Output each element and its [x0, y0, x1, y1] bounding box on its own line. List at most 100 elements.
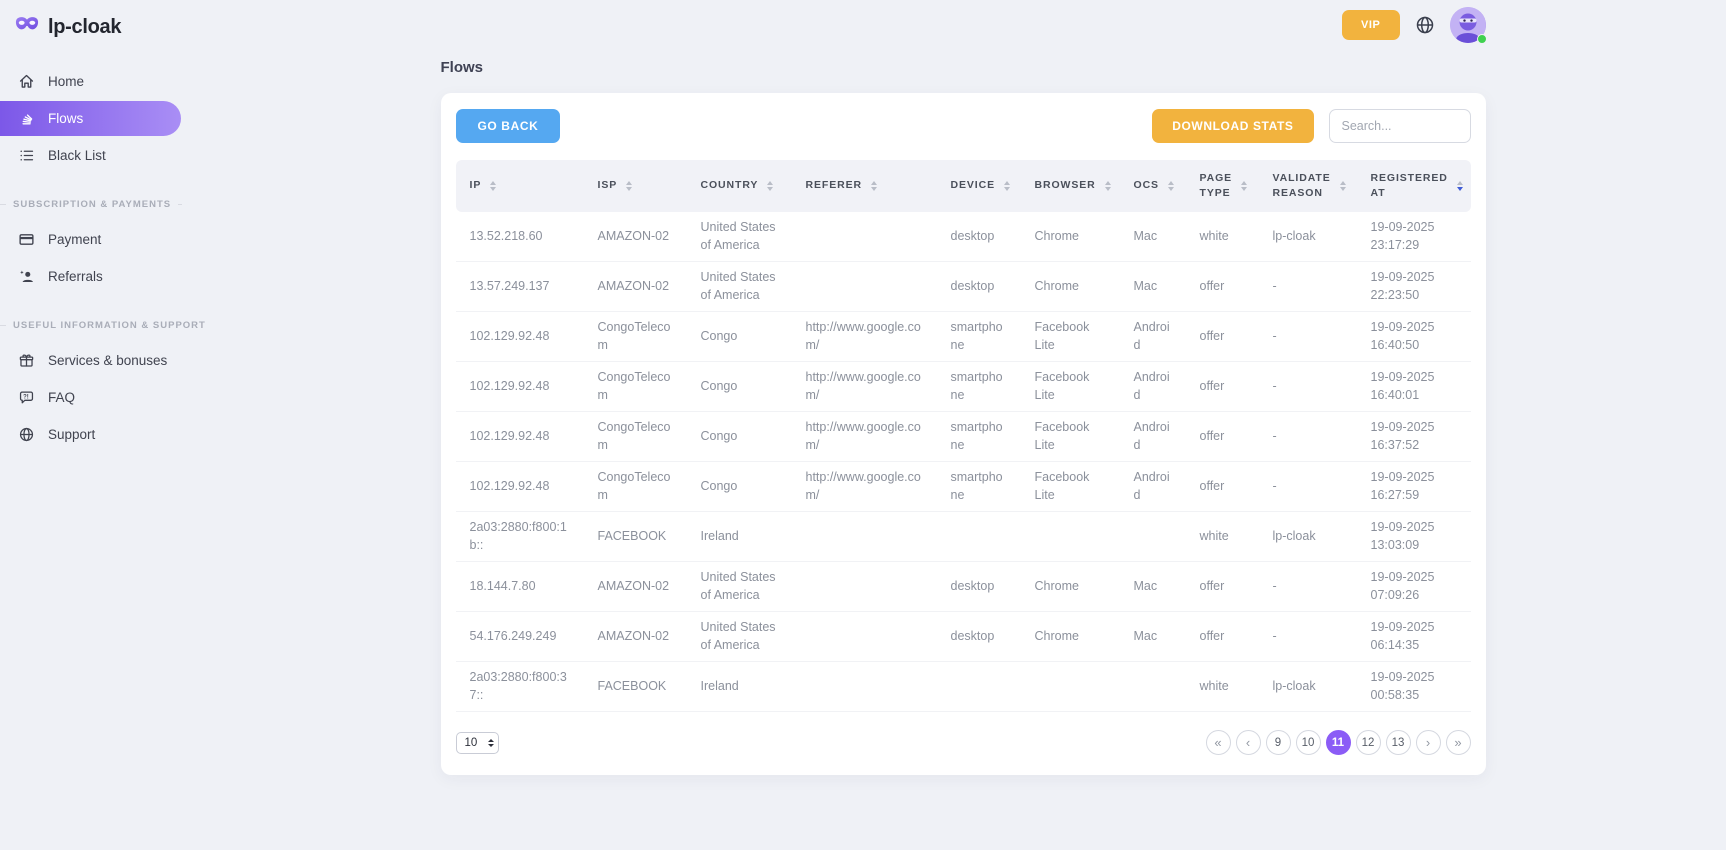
cell-device: smartphone — [936, 412, 1021, 462]
cell-ip: 102.129.92.48 — [455, 462, 584, 512]
sort-icon[interactable] — [1104, 181, 1111, 191]
cell-ocs: Android — [1119, 412, 1186, 462]
column-header-registered-at[interactable]: REGISTERED AT — [1356, 160, 1471, 212]
cell-isp: AMAZON-02 — [583, 562, 687, 612]
column-header-browser[interactable]: BROWSER — [1020, 160, 1120, 212]
cell-validate-reason: lp-cloak — [1258, 512, 1357, 562]
pagination-first-button[interactable]: « — [1205, 730, 1231, 755]
cell-ip: 102.129.92.48 — [455, 412, 584, 462]
language-globe-button[interactable] — [1415, 15, 1435, 35]
cell-country: United States of America — [686, 562, 792, 612]
column-header-device[interactable]: DEVICE — [936, 160, 1021, 212]
cell-device: smartphone — [936, 462, 1021, 512]
sidebar-item-label: Flows — [48, 111, 84, 126]
table-row: 13.52.218.60 AMAZON-02 United States of Am… — [455, 212, 1471, 262]
sidebar-item-referrals[interactable]: Referrals — [0, 259, 200, 294]
column-header-page-type[interactable]: PAGE TYPE — [1185, 160, 1259, 212]
cell-ip: 18.144.7.80 — [455, 562, 584, 612]
sidebar-item-support[interactable]: Support — [0, 417, 200, 452]
sidebar-item-label: Home — [48, 74, 85, 89]
cell-referer: http://www.google.com/ — [791, 362, 937, 412]
pagination-next-button[interactable]: › — [1415, 730, 1441, 755]
column-header-country[interactable]: COUNTRY — [686, 160, 792, 212]
pagination-page-11-active[interactable]: 11 — [1325, 730, 1351, 755]
cell-ocs — [1119, 512, 1186, 562]
cell-isp: AMAZON-02 — [583, 262, 687, 312]
sidebar-item-home[interactable]: Home — [0, 64, 200, 99]
cell-validate-reason: - — [1258, 562, 1357, 612]
search-input[interactable] — [1328, 109, 1471, 143]
sidebar-item-services-bonuses[interactable]: Services & bonuses — [0, 343, 200, 378]
sidebar-nav: Home Flows Black List SUBSCR — [0, 64, 205, 452]
column-header-isp[interactable]: ISP — [583, 160, 687, 212]
sort-icon[interactable] — [626, 181, 633, 191]
mask-icon — [14, 14, 40, 40]
cell-ocs: Mac — [1119, 612, 1186, 662]
cell-country: United States of America — [686, 612, 792, 662]
cell-device: desktop — [936, 262, 1021, 312]
sidebar-item-label: Black List — [48, 148, 106, 163]
column-header-referer[interactable]: REFERER — [791, 160, 937, 212]
flows-card: GO BACK DOWNLOAD STATS IP ISP COUNTRY — [440, 93, 1486, 775]
cell-referer: http://www.google.com/ — [791, 312, 937, 362]
cell-ocs — [1119, 662, 1186, 712]
sort-icon[interactable] — [490, 181, 497, 191]
sidebar-item-flows[interactable]: Flows — [0, 101, 181, 136]
pagination-page-10[interactable]: 10 — [1295, 730, 1321, 755]
pagination-page-12[interactable]: 12 — [1355, 730, 1381, 755]
cell-isp: CongoTelecom — [583, 312, 687, 362]
vip-button[interactable]: VIP — [1341, 10, 1400, 40]
sort-icon[interactable] — [1167, 181, 1174, 191]
per-page-select-wrapper: 10 — [455, 731, 499, 754]
sidebar-item-payment[interactable]: Payment — [0, 222, 200, 257]
cell-device: desktop — [936, 212, 1021, 262]
cell-device — [936, 662, 1021, 712]
sidebar-item-label: Services & bonuses — [48, 353, 168, 368]
credit-card-icon — [18, 231, 35, 248]
brand-logo[interactable]: lp-cloak — [0, 10, 200, 62]
sidebar-item-faq[interactable]: ?! FAQ — [0, 380, 200, 415]
per-page-select[interactable]: 10 — [455, 731, 499, 754]
pagination-page-9[interactable]: 9 — [1265, 730, 1291, 755]
pagination-page-13[interactable]: 13 — [1385, 730, 1411, 755]
cell-ip: 54.176.249.249 — [455, 612, 584, 662]
globe-icon — [18, 426, 35, 443]
sort-icon[interactable] — [1339, 181, 1346, 191]
column-header-ocs[interactable]: OCS — [1119, 160, 1186, 212]
go-back-button[interactable]: GO BACK — [455, 109, 561, 143]
cell-registered-at: 19-09-2025 07:09:26 — [1356, 562, 1471, 612]
cell-registered-at: 19-09-2025 00:58:35 — [1356, 662, 1471, 712]
pagination: « ‹ 9 10 11 12 13 › » — [1205, 730, 1471, 755]
cell-device: smartphone — [936, 312, 1021, 362]
cell-page-type: offer — [1185, 612, 1259, 662]
sort-icon[interactable] — [1241, 181, 1248, 191]
cell-registered-at: 19-09-2025 22:23:50 — [1356, 262, 1471, 312]
cell-referer: http://www.google.com/ — [791, 412, 937, 462]
user-avatar[interactable] — [1449, 7, 1487, 44]
cell-ocs: Mac — [1119, 262, 1186, 312]
cell-isp: CongoTelecom — [583, 412, 687, 462]
sort-icon-active-desc[interactable] — [1456, 181, 1463, 191]
table-row: 2a03:2880:f800:37:: FACEBOOK Ireland white l… — [455, 662, 1471, 712]
cell-referer — [791, 612, 937, 662]
cell-country: Ireland — [686, 512, 792, 562]
download-stats-button[interactable]: DOWNLOAD STATS — [1152, 109, 1314, 143]
cell-browser: Facebook Lite — [1020, 362, 1120, 412]
pagination-last-button[interactable]: » — [1445, 730, 1471, 755]
avatar-image — [1449, 7, 1486, 43]
pagination-prev-button[interactable]: ‹ — [1235, 730, 1261, 755]
cell-referer — [791, 662, 937, 712]
cell-isp: AMAZON-02 — [583, 612, 687, 662]
page-title: Flows — [440, 59, 484, 76]
sort-icon[interactable] — [870, 181, 877, 191]
cell-registered-at: 19-09-2025 13:03:09 — [1356, 512, 1471, 562]
table-row: 102.129.92.48 CongoTelecom Congo http://www… — [455, 362, 1471, 412]
cell-ip: 2a03:2880:f800:37:: — [455, 662, 584, 712]
sort-icon[interactable] — [1004, 181, 1010, 191]
sidebar-item-black-list[interactable]: Black List — [0, 138, 200, 173]
cell-country: Ireland — [686, 662, 792, 712]
sort-icon[interactable] — [767, 181, 774, 191]
cell-country: Congo — [686, 362, 792, 412]
column-header-validate-reason[interactable]: VALIDATE REASON — [1258, 160, 1357, 212]
column-header-ip[interactable]: IP — [455, 160, 584, 212]
